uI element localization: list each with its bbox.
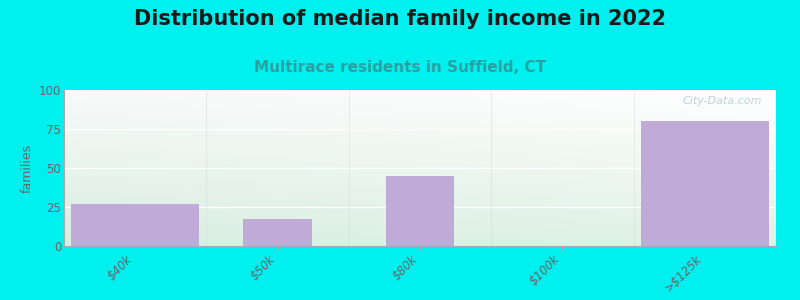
Text: Multirace residents in Suffield, CT: Multirace residents in Suffield, CT xyxy=(254,60,546,75)
Bar xyxy=(386,176,454,246)
Bar xyxy=(243,220,312,246)
Bar xyxy=(71,204,199,246)
Text: City-Data.com: City-Data.com xyxy=(682,96,762,106)
Bar xyxy=(641,121,769,246)
Y-axis label: families: families xyxy=(21,143,34,193)
Text: Distribution of median family income in 2022: Distribution of median family income in … xyxy=(134,9,666,29)
